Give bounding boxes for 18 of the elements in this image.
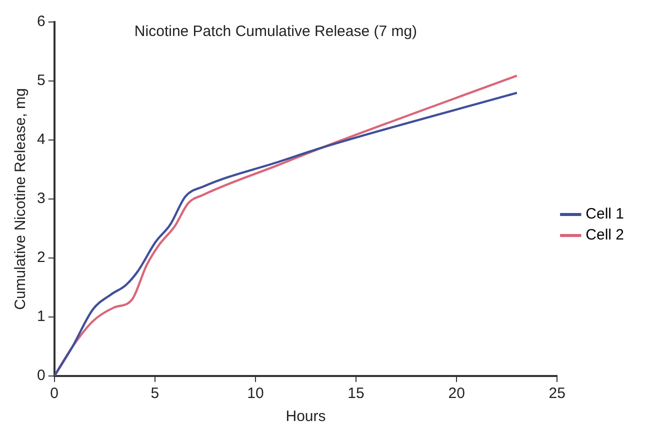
- x-tick-label: 25: [548, 385, 566, 402]
- y-tick-label: 2: [37, 249, 46, 266]
- legend-label: Cell 1: [586, 206, 624, 223]
- x-tick-label: 0: [50, 385, 59, 402]
- y-axis-title: Cumulative Nicotine Release, mg: [12, 88, 30, 310]
- x-tick-label: 15: [348, 385, 364, 402]
- x-tick-label: 20: [448, 385, 465, 402]
- y-tick-label: 6: [37, 13, 46, 30]
- y-tick-label: 5: [37, 72, 46, 90]
- y-tick-label: 4: [37, 131, 46, 148]
- legend-label: Cell 2: [586, 226, 624, 244]
- y-tick-label: 0: [37, 367, 46, 384]
- x-tick-label: 5: [150, 385, 160, 402]
- y-tick-label: 3: [37, 190, 46, 208]
- chart-title: Nicotine Patch Cumulative Release (7 mg): [134, 23, 418, 40]
- x-tick-label: 10: [247, 385, 264, 402]
- y-tick-label: 1: [37, 308, 46, 326]
- x-axis-title: Hours: [286, 408, 326, 426]
